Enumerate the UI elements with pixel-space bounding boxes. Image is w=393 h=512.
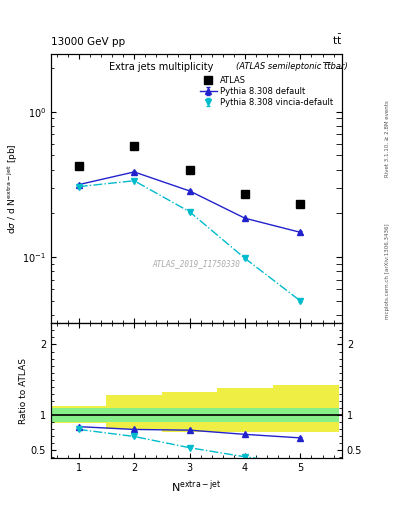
ATLAS [298, 201, 303, 207]
Y-axis label: Ratio to ATLAS: Ratio to ATLAS [19, 358, 28, 424]
Bar [51, 408, 107, 422]
Bar [273, 408, 339, 422]
Text: mcplots.cern.ch [arXiv:1306.3436]: mcplots.cern.ch [arXiv:1306.3436] [385, 224, 390, 319]
ATLAS [132, 143, 136, 149]
ATLAS [242, 191, 247, 198]
Legend: ATLAS, Pythia 8.308 default, Pythia 8.308 vincia-default: ATLAS, Pythia 8.308 default, Pythia 8.30… [198, 74, 335, 109]
Y-axis label: d$\sigma$ / d N$^{\mathrm{extra-jet}}$ [pb]: d$\sigma$ / d N$^{\mathrm{extra-jet}}$ [… [5, 143, 20, 234]
Text: (ATLAS semileptonic t̅t̅bar): (ATLAS semileptonic t̅t̅bar) [236, 62, 347, 71]
Text: t$\bar{\mathrm{t}}$: t$\bar{\mathrm{t}}$ [332, 33, 342, 47]
Bar [162, 392, 217, 432]
Bar [217, 408, 273, 422]
Text: ATLAS_2019_I1750330: ATLAS_2019_I1750330 [152, 260, 241, 269]
ATLAS [76, 163, 81, 169]
Bar [51, 407, 107, 423]
Bar [273, 385, 339, 432]
Bar [107, 395, 162, 429]
Line: ATLAS: ATLAS [75, 142, 304, 208]
ATLAS [187, 166, 192, 173]
X-axis label: N$^{\mathrm{extra-jet}}$: N$^{\mathrm{extra-jet}}$ [171, 479, 222, 495]
Bar [217, 388, 273, 432]
Text: 13000 GeV pp: 13000 GeV pp [51, 37, 125, 47]
Bar [162, 408, 217, 422]
Text: Extra jets multiplicity: Extra jets multiplicity [109, 62, 214, 72]
Bar [107, 408, 162, 422]
Text: Rivet 3.1.10, ≥ 2.8M events: Rivet 3.1.10, ≥ 2.8M events [385, 100, 390, 177]
